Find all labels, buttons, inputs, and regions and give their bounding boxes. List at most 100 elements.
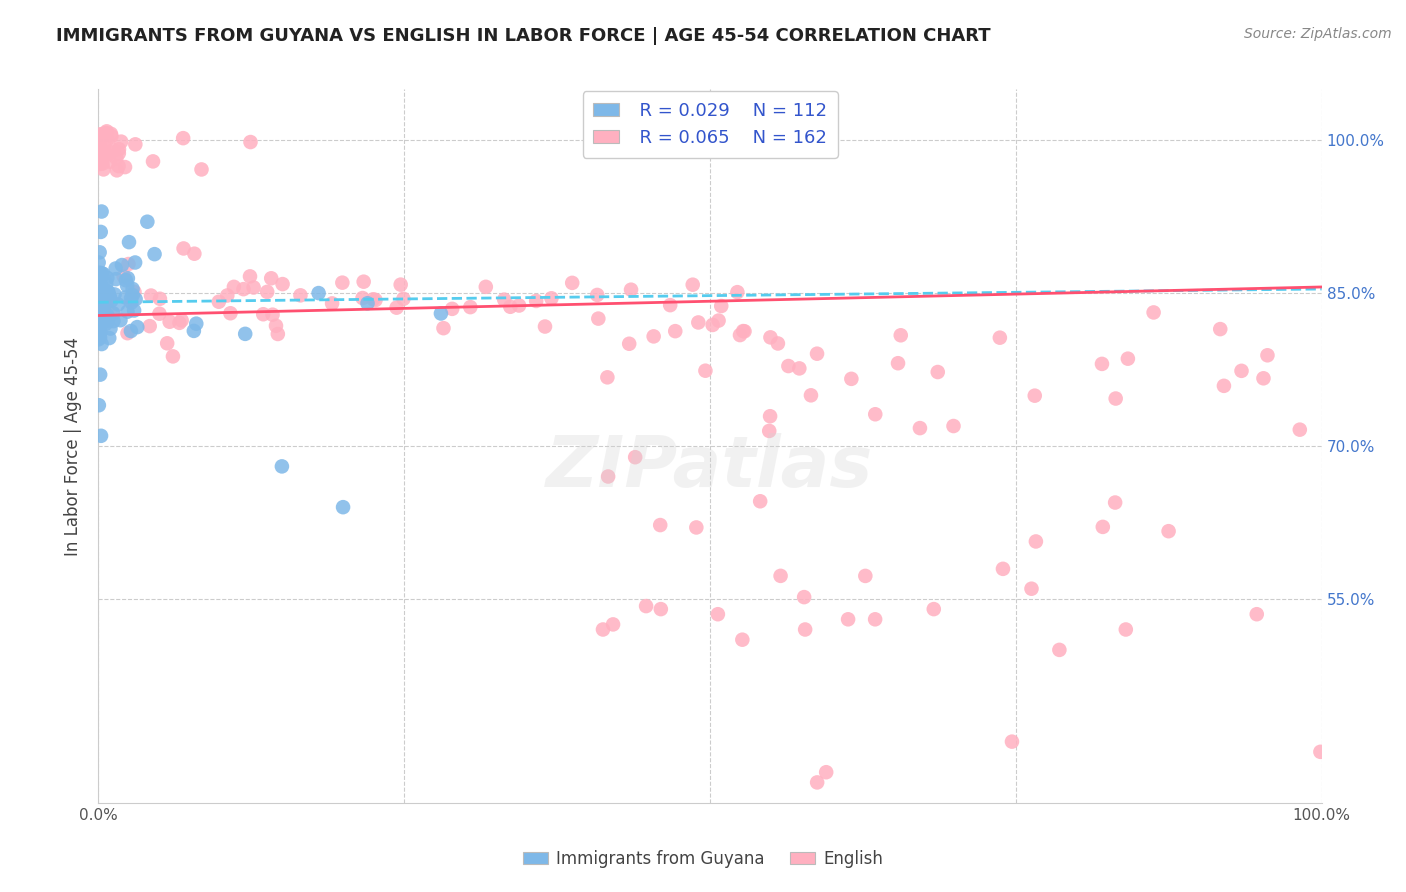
Point [620,283,643,297]
Point [98,331,121,345]
Point [1021,582,1043,596]
Point [117,326,139,341]
Point [87,255,110,269]
Point [1001,734,1024,748]
Point [89,283,111,297]
Point [815,765,838,780]
Point [124,292,146,306]
Point [93,294,115,309]
Point [89,330,111,344]
Point [702,318,724,332]
Point [264,318,287,333]
Point [94,317,117,331]
Point [89,301,111,315]
Point [441,301,464,316]
Point [239,269,262,284]
Point [90,337,112,351]
Point [148,307,170,321]
Point [93,162,115,177]
Point [136,215,159,229]
Point [103,307,125,321]
Point [100,321,122,335]
Point [183,246,205,260]
Point [89,293,111,308]
Point [91,298,114,312]
Point [96,308,118,322]
Point [624,450,647,465]
Point [695,364,717,378]
Point [650,602,672,616]
Point [91,293,114,308]
Point [908,421,931,435]
Point [94,127,117,141]
Legend:   R = 0.029    N = 112,   R = 0.065    N = 162: R = 0.029 N = 112, R = 0.065 N = 162 [582,91,838,158]
Point [89,279,111,293]
Point [290,288,312,302]
Point [89,286,111,301]
Point [107,297,129,311]
Point [586,288,609,302]
Point [267,326,290,341]
Point [90,127,112,141]
Point [94,288,117,302]
Point [111,258,134,272]
Point [534,319,557,334]
Point [87,293,110,307]
Point [90,306,112,320]
Point [499,300,522,314]
Point [96,148,118,162]
Point [93,144,115,158]
Point [114,160,136,174]
Point [173,242,195,256]
Point [392,292,415,306]
Point [988,331,1011,345]
Point [169,316,191,330]
Point [96,277,118,291]
Point [1115,623,1137,637]
Point [139,288,162,302]
Point [89,135,111,149]
Point [475,280,498,294]
Point [863,612,886,626]
Point [94,310,117,324]
Point [115,278,138,293]
Point [592,623,614,637]
Point [1209,322,1232,336]
Point [778,359,800,373]
Point [1213,379,1236,393]
Point [561,276,583,290]
Point [90,314,112,328]
Point [172,131,194,145]
Point [114,290,136,304]
Point [794,623,817,637]
Point [100,127,122,141]
Point [138,319,160,334]
Point [707,607,730,622]
Point [364,293,387,307]
Point [94,126,117,140]
Point [524,293,547,308]
Point [685,520,707,534]
Point [588,311,610,326]
Point [87,296,110,310]
Point [1288,423,1310,437]
Point [110,313,132,327]
Point [89,318,111,333]
Point [494,293,516,307]
Point [110,135,132,149]
Point [93,299,115,313]
Point [841,372,863,386]
Point [853,569,876,583]
Point [100,129,122,144]
Point [87,298,110,312]
Point [308,286,330,301]
Point [356,296,378,310]
Point [636,599,658,613]
Point [837,612,859,626]
Point [91,280,114,294]
Point [124,285,146,299]
Point [256,285,278,299]
Point [271,277,294,291]
Point [922,602,945,616]
Point [104,272,127,286]
